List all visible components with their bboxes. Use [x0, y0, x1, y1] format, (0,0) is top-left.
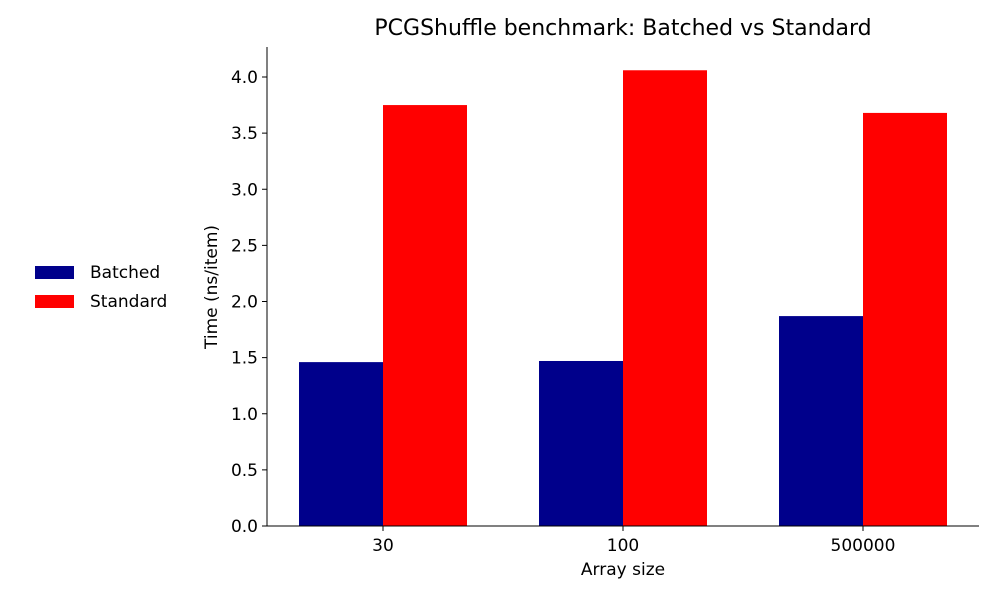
bar-batched-500000 [779, 316, 863, 526]
x-tick-label: 30 [372, 536, 394, 556]
y-tick-label: 2.0 [231, 293, 258, 313]
legend-label: Standard [90, 291, 168, 312]
bar-standard-500000 [863, 112, 947, 527]
bar-standard-100 [623, 70, 707, 526]
bar-batched-100 [539, 360, 623, 526]
bar-batched-30 [299, 362, 383, 526]
legend-swatch-batched [35, 266, 74, 279]
x-axis-label: Array size [581, 560, 665, 580]
x-tick-label: 500000 [831, 536, 896, 556]
x-tick-label: 100 [607, 536, 639, 556]
legend-label: Batched [90, 262, 161, 283]
y-tick-label: 2.5 [231, 236, 258, 256]
y-tick-label: 4.0 [231, 68, 258, 88]
y-tick-label: 3.5 [231, 124, 258, 144]
legend-swatch-standard [35, 295, 74, 308]
bar-standard-30 [383, 105, 467, 526]
y-tick-label: 3.0 [231, 180, 258, 200]
y-tick-label: 0.0 [231, 517, 258, 537]
chart-title: PCGShuffle benchmark: Batched vs Standar… [374, 16, 872, 41]
legend-item-standard: Standard [35, 287, 167, 316]
y-axis-label: Time (ns/item) [202, 225, 222, 350]
y-tick-label: 1.0 [231, 405, 258, 425]
legend: Batched Standard [35, 258, 167, 316]
legend-item-batched: Batched [35, 258, 167, 287]
y-tick-label: 0.5 [231, 461, 258, 481]
y-tick-label: 1.5 [231, 349, 258, 369]
